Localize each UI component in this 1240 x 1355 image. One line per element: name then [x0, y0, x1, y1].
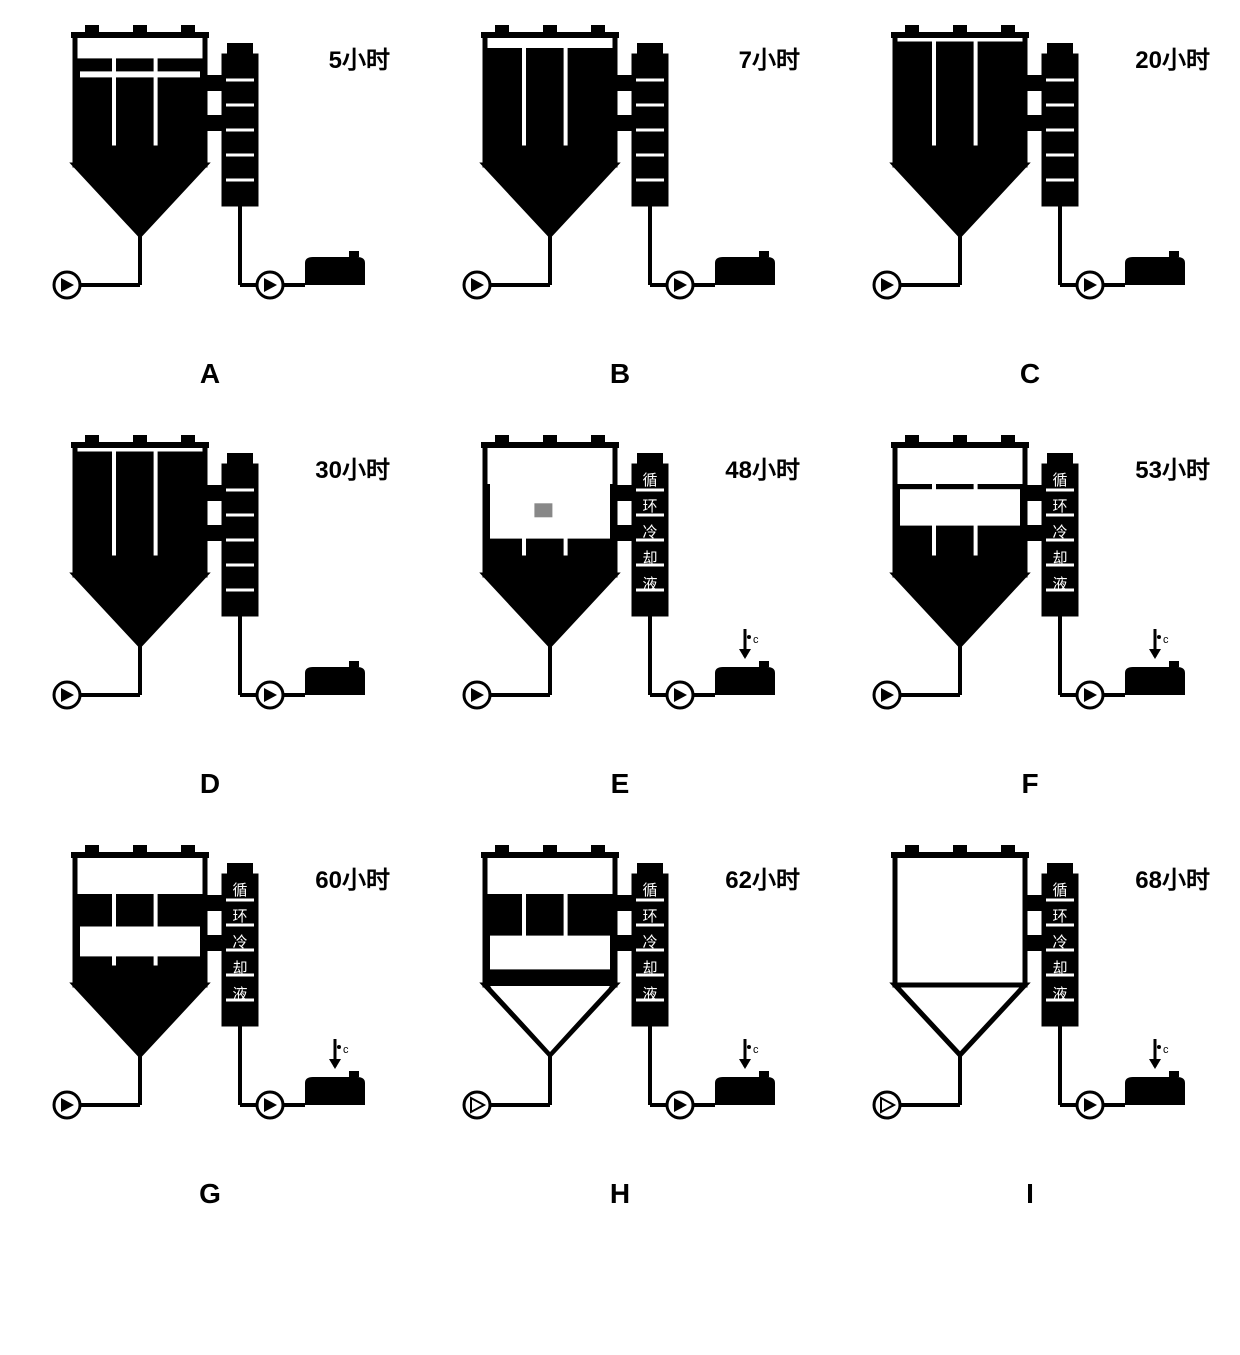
svg-text:却: 却	[1052, 550, 1067, 567]
svg-text:却: 却	[232, 960, 247, 977]
tank-diagram	[455, 20, 785, 350]
panel-caption: D	[200, 768, 220, 800]
panel-caption: E	[611, 768, 630, 800]
panel-H: 62小时循环冷却液cH	[430, 840, 810, 1210]
tank-diagram: 循环冷却液 c	[865, 840, 1195, 1170]
svg-text:环: 环	[642, 499, 657, 515]
svg-text:冷: 冷	[642, 524, 657, 541]
panel-caption: I	[1026, 1178, 1034, 1210]
svg-text:c: c	[343, 1044, 349, 1056]
svg-text:却: 却	[642, 550, 657, 567]
svg-text:液: 液	[1052, 986, 1067, 1003]
svg-text:循: 循	[642, 882, 657, 899]
svg-text:循: 循	[1052, 882, 1067, 899]
svg-text:液: 液	[642, 986, 657, 1003]
panel-D: 30小时D	[20, 430, 400, 800]
svg-text:循: 循	[1052, 472, 1067, 489]
svg-text:c: c	[1163, 1044, 1169, 1056]
panel-E: 48小时循环冷却液cE	[430, 430, 810, 800]
svg-text:冷: 冷	[1052, 524, 1067, 541]
panel-B: 7小时B	[430, 20, 810, 390]
svg-text:c: c	[1163, 634, 1169, 646]
svg-text:环: 环	[1052, 499, 1067, 515]
svg-text:液: 液	[232, 986, 247, 1003]
svg-text:循: 循	[232, 882, 247, 899]
tank-diagram: 循环冷却液 c	[455, 430, 785, 760]
panel-caption: F	[1021, 768, 1038, 800]
tank-diagram	[45, 20, 375, 350]
panel-caption: C	[1020, 358, 1040, 390]
panel-F: 53小时循环冷却液cF	[840, 430, 1220, 800]
tank-diagram	[45, 430, 375, 760]
panel-caption: H	[610, 1178, 630, 1210]
svg-text:环: 环	[642, 909, 657, 925]
svg-text:环: 环	[232, 909, 247, 925]
panel-I: 68小时循环冷却液cI	[840, 840, 1220, 1210]
tank-diagram: 循环冷却液 c	[865, 430, 1195, 760]
panel-caption: G	[199, 1178, 221, 1210]
svg-text:环: 环	[1052, 909, 1067, 925]
svg-text:却: 却	[1052, 960, 1067, 977]
panel-caption: A	[200, 358, 220, 390]
svg-text:液: 液	[642, 576, 657, 593]
svg-text:冷: 冷	[642, 934, 657, 951]
svg-text:循: 循	[642, 472, 657, 489]
panel-C: 20小时C	[840, 20, 1220, 390]
svg-text:c: c	[753, 1044, 759, 1056]
tank-diagram: 循环冷却液 c	[455, 840, 785, 1170]
svg-text:液: 液	[1052, 576, 1067, 593]
diagram-grid: 5小时A7小时B20小时C30小时D48小时循环冷却液cE53小时循环冷却液cF…	[20, 20, 1220, 1210]
tank-diagram: 循环冷却液 c	[45, 840, 375, 1170]
tank-diagram	[865, 20, 1195, 350]
panel-A: 5小时A	[20, 20, 400, 390]
svg-text:冷: 冷	[232, 934, 247, 951]
svg-text:冷: 冷	[1052, 934, 1067, 951]
svg-text:c: c	[753, 634, 759, 646]
svg-text:却: 却	[642, 960, 657, 977]
panel-caption: B	[610, 358, 630, 390]
panel-G: 60小时循环冷却液cG	[20, 840, 400, 1210]
